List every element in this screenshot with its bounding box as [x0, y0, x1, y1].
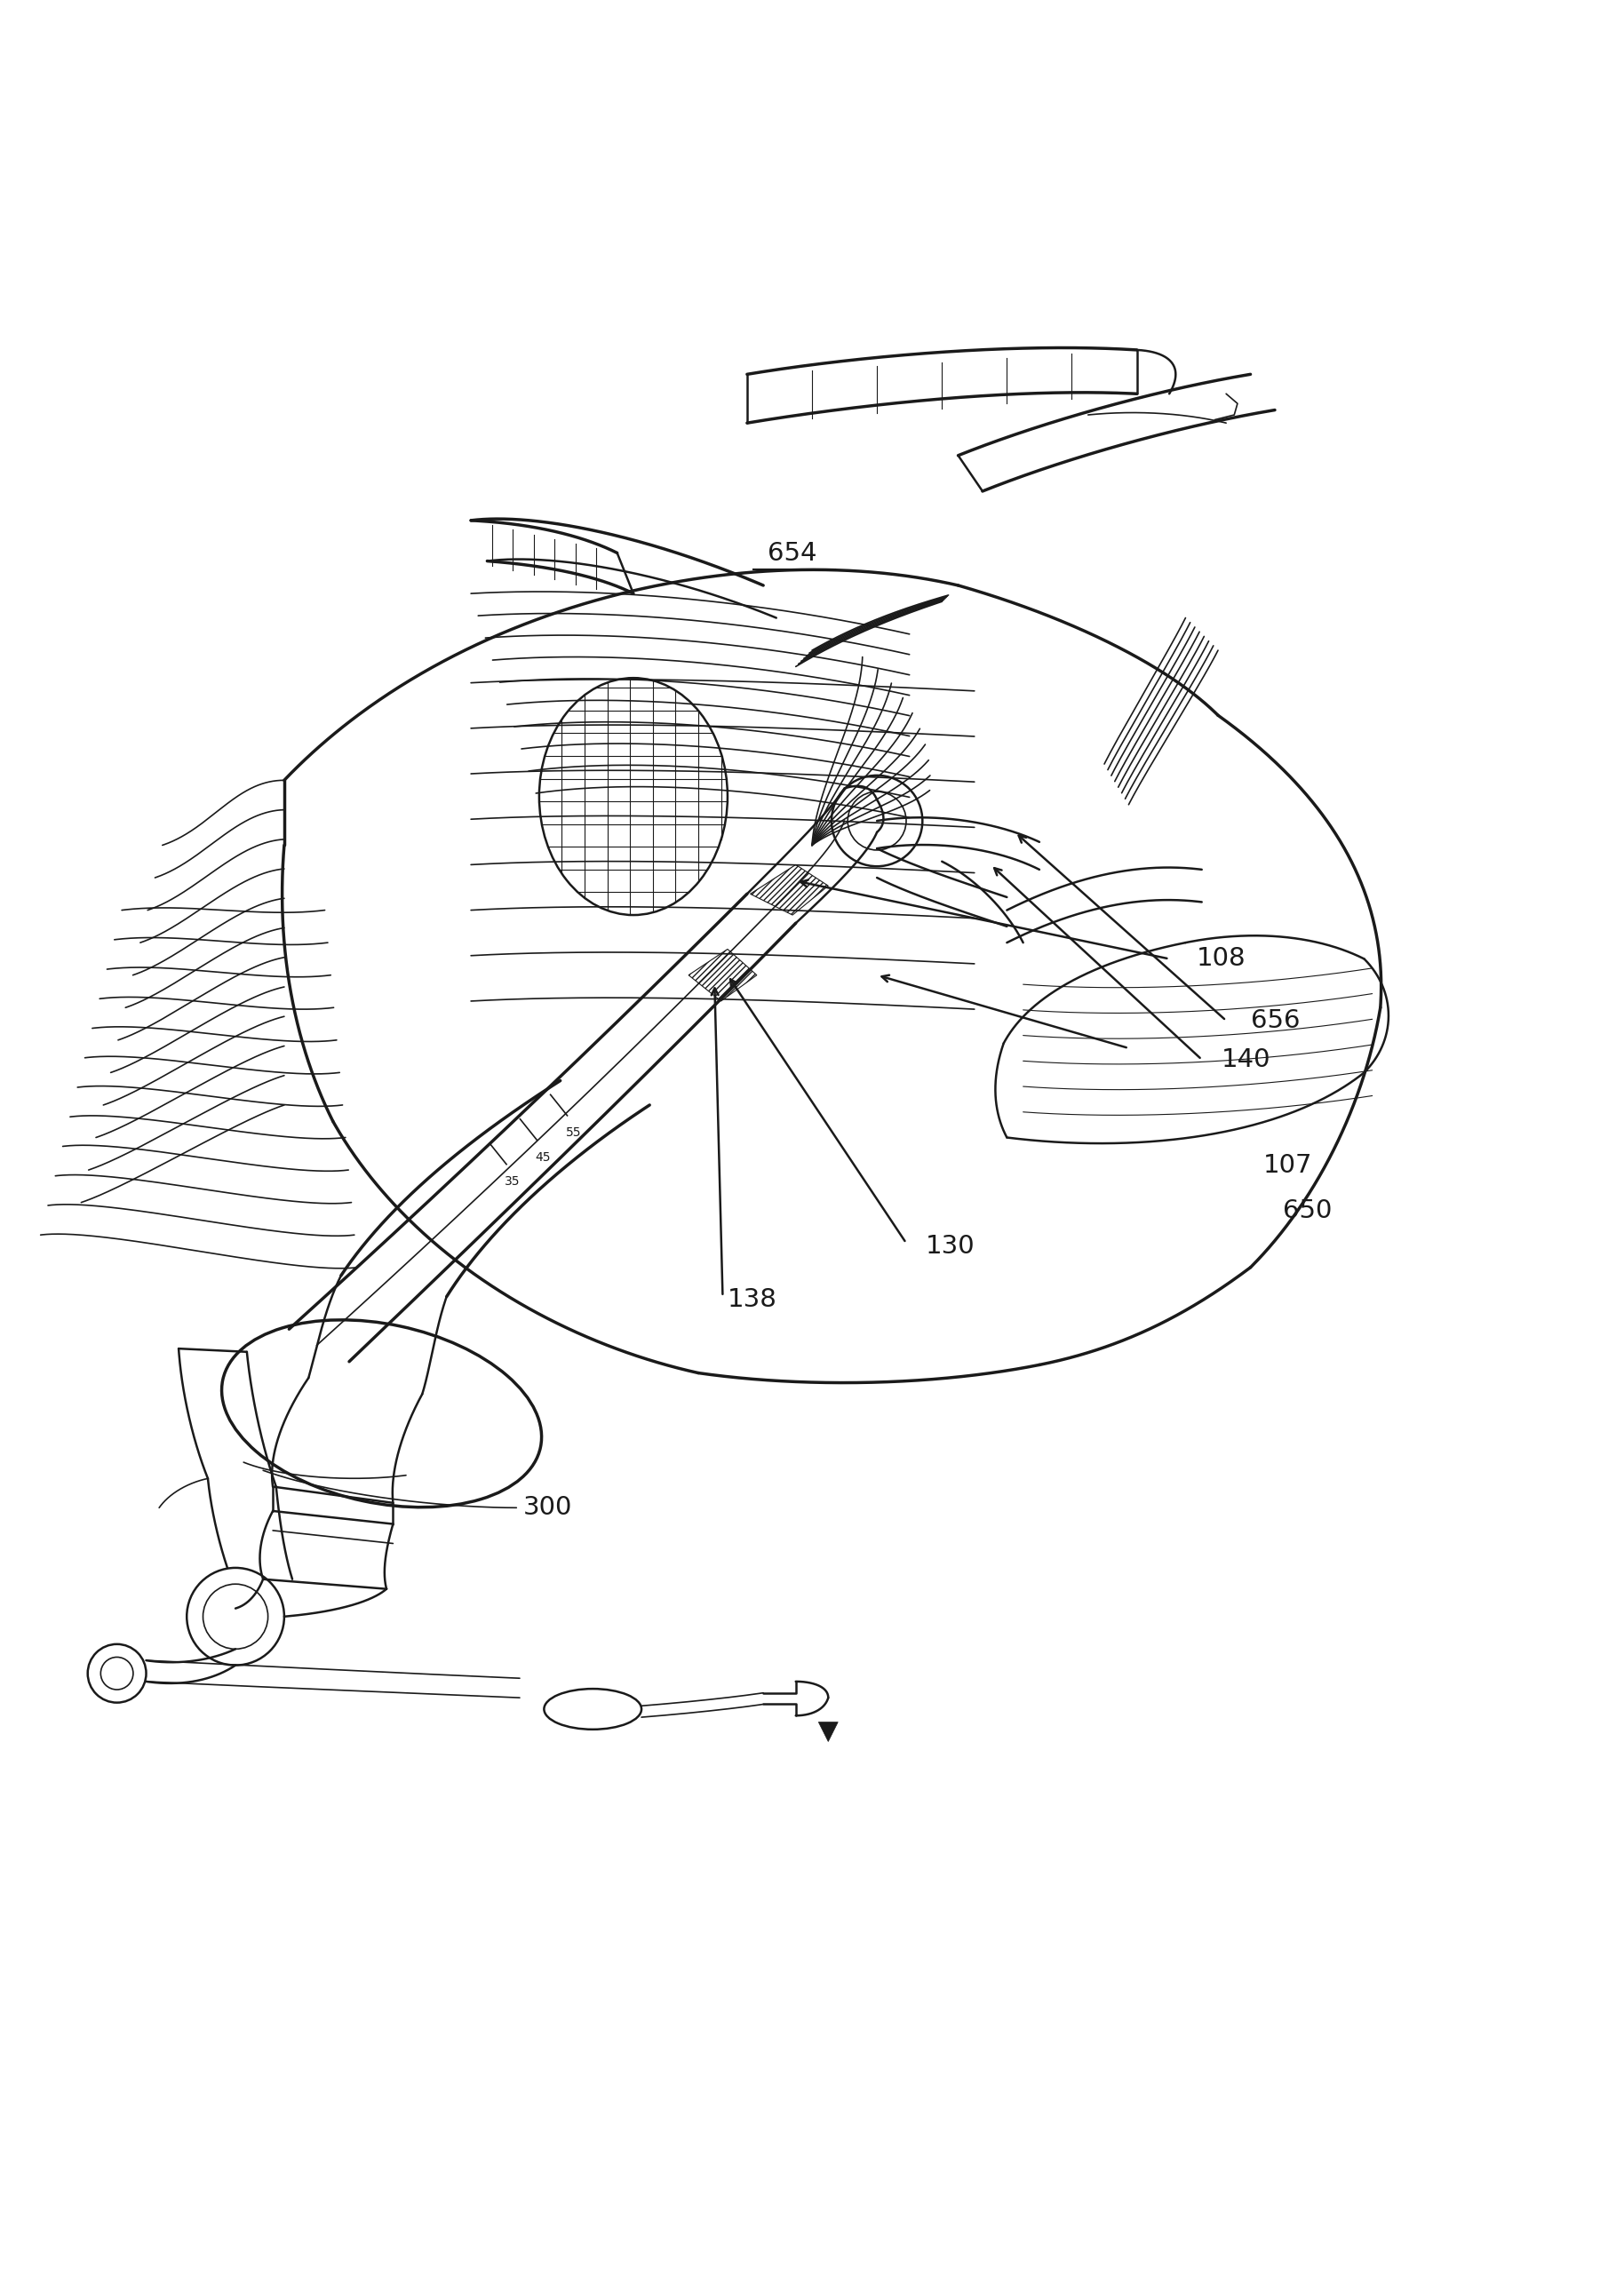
- Text: 656: 656: [1250, 1008, 1299, 1033]
- Text: 138: 138: [728, 1288, 778, 1313]
- Text: 650: 650: [1283, 1199, 1332, 1224]
- Text: 300: 300: [523, 1495, 572, 1520]
- Text: 140: 140: [1221, 1046, 1270, 1072]
- Text: 108: 108: [1197, 946, 1246, 971]
- Text: 45: 45: [534, 1151, 551, 1163]
- Text: 130: 130: [926, 1233, 974, 1258]
- Text: 107: 107: [1263, 1153, 1312, 1178]
- Polygon shape: [818, 1722, 838, 1743]
- Text: 55: 55: [565, 1126, 581, 1140]
- Text: 654: 654: [768, 541, 817, 566]
- Text: 35: 35: [505, 1176, 520, 1188]
